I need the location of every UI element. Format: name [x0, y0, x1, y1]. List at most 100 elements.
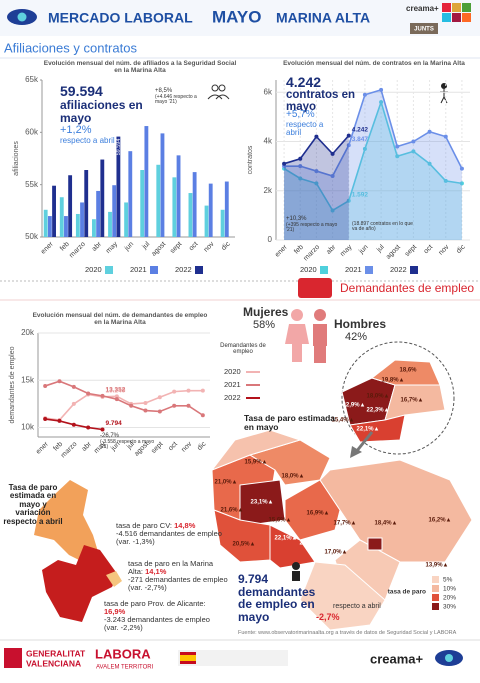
bar — [80, 202, 84, 237]
point — [143, 400, 148, 405]
y-axis-label: demandantes de empleo — [9, 346, 16, 423]
brand: creama+ — [406, 4, 439, 13]
women-pct: 58% — [253, 319, 276, 331]
bar — [192, 172, 197, 237]
x-tick-label: agost — [150, 241, 167, 258]
point — [314, 169, 319, 174]
province-title: Tasa de paro estimada en mayo y variació… — [3, 483, 63, 526]
summary-value: 9.794 — [238, 572, 269, 586]
point — [43, 383, 48, 388]
point — [57, 418, 62, 423]
x-tick-label: feb — [52, 441, 64, 453]
province-item: tasa de paro CV: 14,8% -4.516 demandante… — [116, 522, 228, 546]
item-rate: 14,1% — [145, 566, 167, 576]
item-rate: 14,8% — [174, 521, 196, 530]
point — [330, 151, 335, 156]
yoy-text: (+395 respecto a mayo '21) — [286, 222, 338, 234]
map-label: 22,1%▲ — [357, 427, 380, 433]
line — [44, 380, 204, 416]
x-tick-label: abr — [81, 440, 94, 453]
bar — [108, 211, 112, 237]
point — [100, 393, 105, 398]
map-label: 22,9%▲ — [343, 403, 366, 409]
point — [282, 161, 287, 166]
point — [443, 178, 448, 183]
point — [346, 143, 351, 148]
point — [172, 403, 177, 408]
legend-swatch — [432, 576, 439, 583]
kpi-text: contratos en mayo — [286, 89, 356, 114]
bar — [68, 175, 73, 237]
x-tick-label: abr — [325, 243, 338, 256]
section-title: Demandantes de empleo — [340, 281, 474, 295]
x-tick-label: marzo — [60, 441, 79, 460]
map-label: 18,4%▲ — [375, 521, 398, 527]
bar — [176, 155, 181, 237]
bar — [47, 216, 52, 237]
point — [330, 208, 335, 213]
legend-swatch — [150, 266, 158, 274]
value-label: 9.794 — [106, 420, 123, 427]
y-axis-label: contratos — [247, 145, 254, 174]
logo-pupil — [445, 654, 453, 662]
summary-change-text: respecto a abril — [333, 603, 381, 610]
bar — [92, 219, 96, 237]
logo-pupil — [17, 12, 27, 22]
title-month: MAYO — [212, 7, 261, 26]
badge-cell — [442, 13, 451, 22]
x-tick-label: agost — [385, 244, 402, 261]
item-detail: -3.243 demandantes de empleo (var. -2,2%… — [104, 614, 210, 632]
point — [43, 417, 48, 422]
legend-swatch — [320, 266, 328, 274]
bar — [84, 170, 89, 237]
yoy-text: (+4.646 respecto a mayo '21) — [155, 94, 197, 106]
man-icon — [314, 345, 326, 363]
chart-title: Evolución mensual del núm. de afiliados … — [43, 60, 237, 74]
header-bg — [0, 0, 480, 36]
value-label: 3.847 — [352, 136, 369, 143]
summary-text: demandantes de empleo en mayo — [238, 584, 316, 624]
x-tick-label: jul — [125, 440, 136, 451]
bar — [43, 209, 48, 237]
map-label: 13,9%▲ — [426, 563, 449, 569]
legend-label: 2020 — [224, 367, 241, 376]
point — [114, 397, 119, 402]
legend-swatch — [410, 266, 418, 274]
map-label: 22,3%▲ — [367, 408, 390, 414]
x-tick-label: may — [339, 243, 354, 258]
y-tick-label: 50k — [25, 232, 39, 241]
map-label: 17,7%▲ — [334, 521, 357, 527]
area — [284, 135, 349, 240]
map-label: 16,9%▲ — [307, 511, 330, 517]
woman-icon — [285, 324, 309, 362]
logo-text: VALENCIANA — [26, 658, 81, 668]
point — [298, 156, 303, 161]
x-tick-label: ener — [40, 240, 55, 255]
x-tick-label: jul — [141, 240, 152, 251]
x-tick-label: jun — [123, 241, 135, 253]
kpi-change: +5,7% — [286, 109, 315, 120]
y-tick-label: 0 — [268, 235, 273, 244]
legend-swatch — [432, 603, 439, 610]
point — [427, 161, 432, 166]
map-legend-title: tasa de paro — [388, 589, 426, 596]
bar — [100, 159, 105, 237]
y-tick-label: 55k — [25, 180, 39, 189]
x-tick-label: may — [105, 240, 120, 255]
woman-icon — [291, 309, 303, 321]
yoy-change: +8,5% — [155, 88, 173, 94]
bar — [188, 193, 193, 237]
kpi-change: +1,2% — [60, 124, 92, 136]
map-label: 21,0%▲ — [215, 480, 238, 486]
x-tick-label: oct — [188, 241, 200, 253]
logo-text: creama+ — [370, 651, 424, 666]
legend-title: Demandantes de empleo — [220, 343, 266, 356]
legend-label: 30% — [443, 604, 456, 611]
municipality — [239, 479, 286, 526]
point — [395, 144, 400, 149]
y-tick-label: 2k — [264, 186, 273, 195]
item-label: tasa de paro en la Marina Alta: — [128, 559, 214, 576]
title-part: MARINA ALTA — [276, 10, 370, 26]
map-label: 22,5%▲ — [300, 541, 323, 547]
